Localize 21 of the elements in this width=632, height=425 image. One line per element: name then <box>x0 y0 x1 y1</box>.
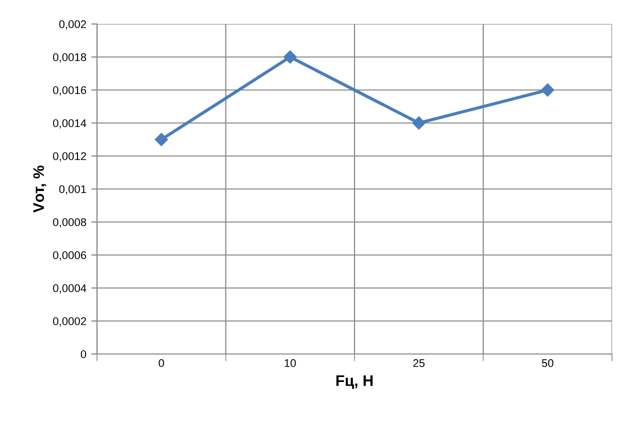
y-tick-label: 0,0012 <box>53 152 86 162</box>
x-axis-title: Fц, Н <box>336 375 373 389</box>
y-tick-label: 0,0018 <box>53 53 86 62</box>
y-tick-label: 0,0016 <box>53 86 86 96</box>
point <box>284 50 297 64</box>
y-tick-label: 0,0002 <box>53 317 86 326</box>
point <box>412 116 426 130</box>
y-tick-label: 0,0014 <box>53 119 86 128</box>
y-tick-label: 0,001 <box>59 185 86 194</box>
y-tick-label: 0,0008 <box>53 218 86 228</box>
y-tick-label: 0,0004 <box>53 284 86 294</box>
y-tick-label: 0,002 <box>59 20 86 30</box>
point <box>154 132 168 146</box>
y-tick-label: 0,0006 <box>53 251 86 260</box>
x-tick-label: 50 <box>542 359 554 368</box>
y-axis-title: Vот, % <box>33 166 46 213</box>
x-tick-label: 10 <box>284 359 296 368</box>
x-tick-label: 25 <box>413 359 425 368</box>
y-tick-label: 0 <box>80 350 86 358</box>
point <box>541 83 554 97</box>
x-tick-label: 0 <box>158 359 164 368</box>
